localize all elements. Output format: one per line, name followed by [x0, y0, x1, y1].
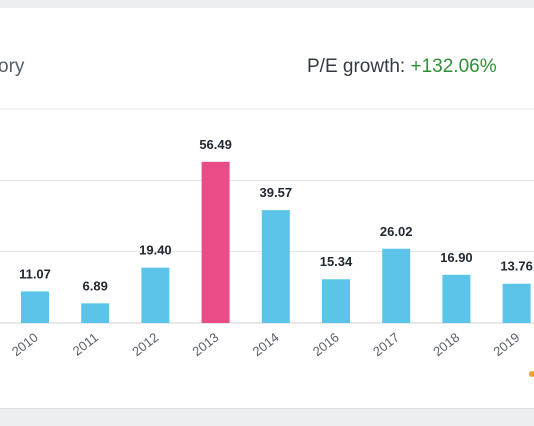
bar — [382, 248, 411, 323]
bar — [141, 267, 170, 323]
x-tick-label: 2016 — [310, 330, 342, 360]
data-label: 19.40 — [139, 243, 172, 258]
pe-growth-value: +132.06% — [410, 56, 497, 77]
x-tick-label: 2018 — [430, 330, 462, 360]
bar — [442, 274, 471, 323]
chart-title: ory — [0, 56, 25, 77]
bar — [261, 210, 290, 323]
data-label: 26.02 — [380, 224, 413, 239]
bar — [21, 291, 49, 323]
indicator-dot — [529, 371, 534, 377]
x-tick-label: 2013 — [189, 330, 221, 360]
x-tick-label: 2019 — [490, 330, 522, 360]
bar — [502, 283, 531, 323]
x-tick-label: 2010 — [9, 330, 41, 360]
chart-card: ory P/E growth: +132.06% — [0, 8, 534, 409]
data-label: 56.49 — [199, 137, 232, 152]
bar — [201, 161, 230, 323]
data-label: 15.34 — [320, 254, 353, 269]
pe-growth-label: P/E growth: — [307, 56, 406, 77]
data-label: 16.90 — [440, 250, 473, 265]
data-label: 11.07 — [19, 266, 51, 281]
x-tick-label: 2012 — [129, 330, 161, 360]
footer-strip — [0, 410, 534, 426]
x-tick-label: 2014 — [250, 330, 282, 360]
data-label: 13.76 — [500, 259, 533, 274]
data-label: 6.89 — [83, 278, 108, 293]
x-tick-label: 2011 — [70, 330, 101, 359]
bar — [322, 279, 350, 323]
data-label: 39.57 — [260, 185, 293, 200]
bar — [81, 303, 110, 323]
pe-growth: P/E growth: +132.06% — [307, 56, 497, 78]
x-tick-label: 2017 — [370, 330, 402, 360]
